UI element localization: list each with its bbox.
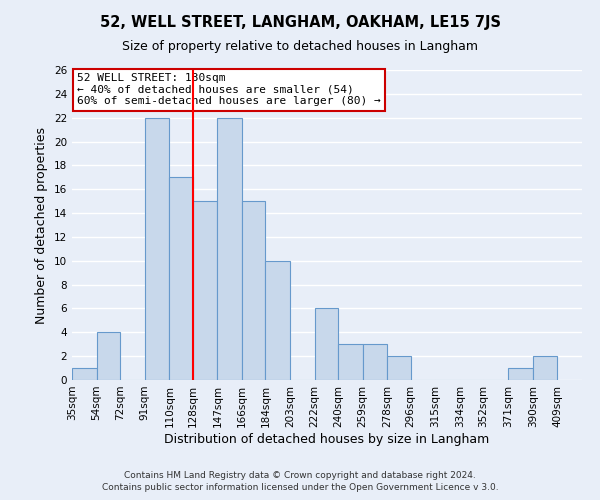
Text: 52, WELL STREET, LANGHAM, OAKHAM, LE15 7JS: 52, WELL STREET, LANGHAM, OAKHAM, LE15 7… (100, 15, 500, 30)
Bar (314, 308, 338, 380)
Y-axis label: Number of detached properties: Number of detached properties (35, 126, 49, 324)
Bar (217, 118, 242, 380)
Bar (338, 344, 362, 380)
Bar (508, 368, 533, 380)
Bar (193, 201, 217, 380)
Bar (362, 344, 388, 380)
Bar (533, 356, 557, 380)
Bar (388, 356, 411, 380)
Text: Size of property relative to detached houses in Langham: Size of property relative to detached ho… (122, 40, 478, 53)
Bar (265, 261, 290, 380)
Text: Contains public sector information licensed under the Open Government Licence v : Contains public sector information licen… (101, 484, 499, 492)
Bar (97, 332, 120, 380)
Text: Contains HM Land Registry data © Crown copyright and database right 2024.: Contains HM Land Registry data © Crown c… (124, 471, 476, 480)
X-axis label: Distribution of detached houses by size in Langham: Distribution of detached houses by size … (164, 432, 490, 446)
Bar (72, 368, 97, 380)
Text: 52 WELL STREET: 130sqm
← 40% of detached houses are smaller (54)
60% of semi-det: 52 WELL STREET: 130sqm ← 40% of detached… (77, 73, 381, 106)
Bar (242, 201, 265, 380)
Bar (145, 118, 169, 380)
Bar (169, 178, 193, 380)
